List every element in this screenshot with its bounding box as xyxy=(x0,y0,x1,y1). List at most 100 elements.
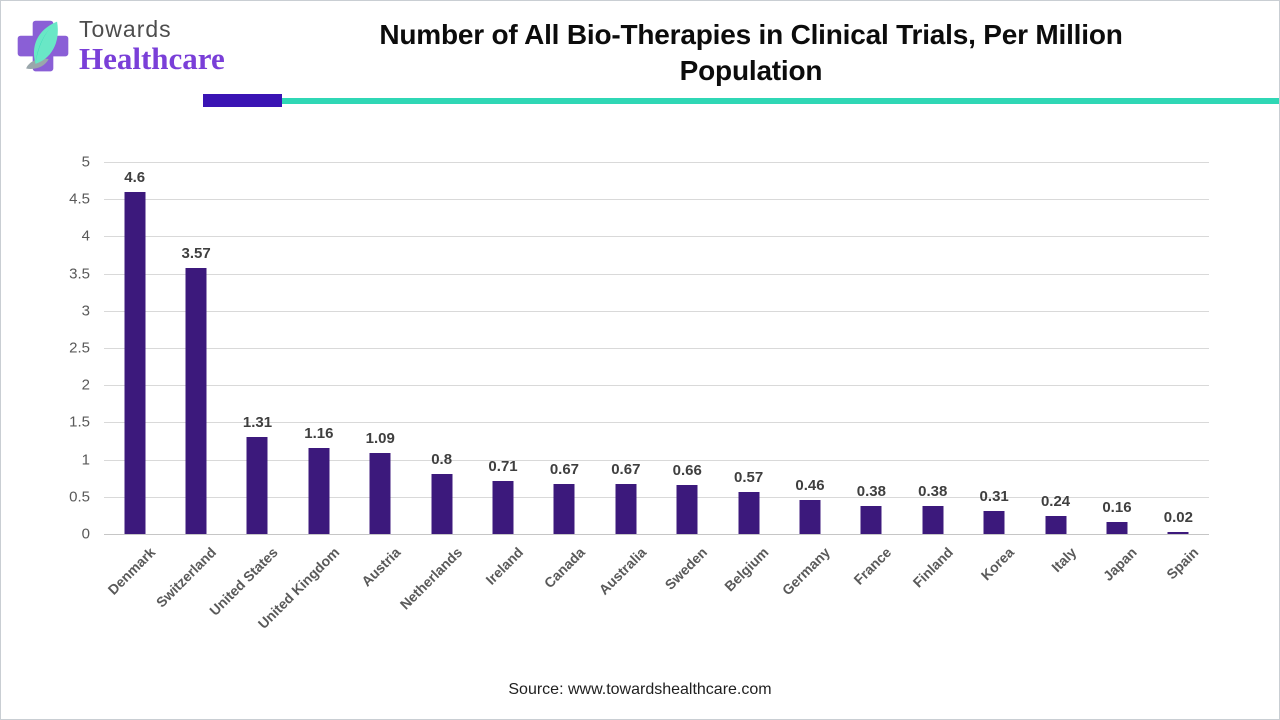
x-axis-label: Switzerland xyxy=(153,544,220,611)
bar-cell: 0.31 Korea xyxy=(963,162,1024,583)
gridline xyxy=(104,273,1209,275)
value-label: 0.38 xyxy=(856,483,886,500)
bar-belgium xyxy=(738,492,760,534)
brand-logo: Towards Healthcare xyxy=(13,15,225,77)
value-label: 1.31 xyxy=(242,414,273,431)
bar-cell: 0.71 Ireland xyxy=(472,162,533,588)
x-axis-label: Spain xyxy=(1163,544,1202,583)
brand-logo-text: Towards Healthcare xyxy=(79,16,225,76)
bar-cell: 0.46 Germany xyxy=(779,162,840,598)
gridline xyxy=(104,348,1209,349)
bar-sweden xyxy=(676,485,698,534)
x-axis-label: Australia xyxy=(595,544,650,598)
gridline xyxy=(104,422,1209,424)
accent-purple-bar xyxy=(203,94,282,107)
value-label: 0.16 xyxy=(1102,499,1132,516)
bar-cell: 1.31 United States xyxy=(206,162,288,619)
x-axis-label: Germany xyxy=(779,544,834,599)
accent-teal-line xyxy=(282,98,1279,104)
value-label: 0.31 xyxy=(979,488,1009,505)
bar-cell: 1.09 Austria xyxy=(350,162,411,589)
x-axis-label: Ireland xyxy=(482,544,527,588)
bar-spain xyxy=(1167,532,1189,534)
x-axis-label: Japan xyxy=(1100,544,1141,584)
y-axis-tick-label: 3 xyxy=(81,302,90,320)
value-label: 0.8 xyxy=(431,451,453,468)
bar-cell: 0.8 Netherlands xyxy=(396,162,472,613)
bar-germany xyxy=(799,500,821,534)
value-label: 1.09 xyxy=(365,430,395,447)
gridline xyxy=(104,310,1209,312)
bar-cell: 0.24 Italy xyxy=(1025,162,1086,575)
y-axis-tick-label: 5 xyxy=(81,153,90,171)
bar-denmark xyxy=(124,192,146,534)
y-axis-tick-label: 0 xyxy=(81,525,90,543)
bar-cell: 0.67 Canada xyxy=(534,162,595,591)
bar-australia xyxy=(615,484,637,534)
gridline xyxy=(104,385,1209,387)
x-axis-label: Italy xyxy=(1047,544,1079,576)
gridline xyxy=(104,199,1209,201)
value-label: 0.02 xyxy=(1163,509,1193,526)
x-axis-label: Canada xyxy=(540,544,588,592)
value-label: 1.16 xyxy=(304,425,334,442)
bar-netherlands xyxy=(431,474,453,534)
value-label: 3.57 xyxy=(181,245,211,262)
bars-row: 4.6 Denmark 3.57 Switzerland 1.31 United Stat… xyxy=(104,162,1209,632)
x-axis-label: France xyxy=(850,544,895,588)
bar-ireland xyxy=(492,481,514,534)
y-axis-tick-label: 1.5 xyxy=(69,413,90,431)
y-axis-tick-label: 2.5 xyxy=(69,339,90,357)
x-axis-label: Netherlands xyxy=(396,544,465,613)
value-label: 0.67 xyxy=(549,461,580,478)
y-axis-tick-label: 4 xyxy=(81,227,90,245)
bar-italy xyxy=(1045,516,1067,534)
value-label: 0.24 xyxy=(1040,493,1071,510)
source-note: Source: www.towardshealthcare.com xyxy=(508,681,772,698)
value-label: 0.46 xyxy=(795,477,825,494)
x-axis-label: Finland xyxy=(909,544,957,591)
bar-korea xyxy=(983,511,1005,534)
bar-cell: 0.38 France xyxy=(841,162,902,588)
x-axis-label: Korea xyxy=(978,544,1018,584)
value-label: 0.66 xyxy=(672,462,702,479)
x-axis-label: Sweden xyxy=(661,544,711,593)
value-label: 0.38 xyxy=(918,483,948,500)
x-axis-label: Denmark xyxy=(104,544,159,598)
value-label: 0.57 xyxy=(733,469,764,486)
bar-cell: 0.67 Australia xyxy=(595,162,656,598)
gridline xyxy=(104,236,1209,238)
bar-austria xyxy=(369,453,391,534)
bar-cell: 0.57 Belgium xyxy=(718,162,779,594)
logo-healthcare-text: Healthcare xyxy=(79,41,225,76)
y-axis-tick-label: 1 xyxy=(81,451,90,469)
bar-cell: 0.38 Finland xyxy=(902,162,963,591)
healthcare-cross-leaf-icon xyxy=(17,20,69,72)
y-axis: 5 4.5 4 3.5 3 2.5 2 1.5 1 0.5 0 xyxy=(41,154,96,543)
gridline xyxy=(104,459,1209,461)
value-label: 0.71 xyxy=(488,458,518,475)
bar-cell: 0.16 Japan xyxy=(1086,162,1147,584)
bar-cell: 0.66 Sweden xyxy=(657,162,718,593)
x-axis-baseline xyxy=(104,534,1209,535)
value-label: 0.67 xyxy=(611,461,641,478)
y-axis-tick-label: 0.5 xyxy=(69,488,90,506)
x-axis-label: Belgium xyxy=(721,544,772,595)
logo-towards-text: Towards xyxy=(79,16,172,42)
bar-france xyxy=(860,506,882,534)
bar-japan xyxy=(1106,522,1128,534)
x-axis-label: Austria xyxy=(358,544,404,590)
plot-area: 4.6 Denmark 3.57 Switzerland 1.31 United Stat… xyxy=(104,162,1209,632)
y-axis-tick-label: 2 xyxy=(81,376,90,394)
y-axis-tick-label: 4.5 xyxy=(69,190,90,208)
bar-cell: 0.02 Spain xyxy=(1148,162,1209,582)
chart-title: Number of All Bio-Therapies in Clinical … xyxy=(379,19,1123,87)
bar-cell: 3.57 Switzerland xyxy=(153,162,226,610)
gridline xyxy=(104,162,1209,163)
value-label: 4.6 xyxy=(124,169,146,186)
bar-switzerland xyxy=(185,268,207,534)
bar-cell: 4.6 Denmark xyxy=(104,162,165,598)
y-axis-tick-label: 3.5 xyxy=(69,265,90,283)
bar-cell: 1.16 United Kingdom xyxy=(254,162,349,632)
